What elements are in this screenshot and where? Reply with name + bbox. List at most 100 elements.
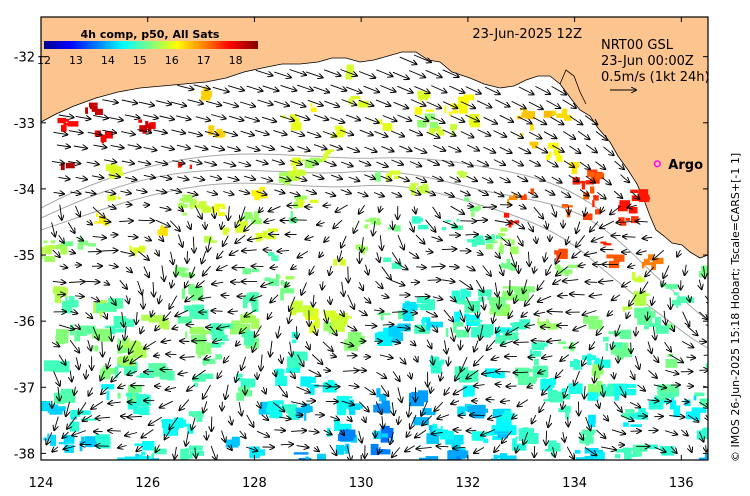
sst-pixel [671, 396, 674, 409]
x-tick-label: 126 [135, 476, 160, 491]
sst-pixel [709, 427, 713, 434]
current-arrow [482, 207, 496, 208]
sst-pixel [624, 448, 632, 460]
current-arrow [223, 162, 236, 165]
sst-pixel [655, 325, 669, 334]
current-arrow [102, 250, 117, 251]
sst-pixel [512, 286, 523, 289]
current-arrow [245, 447, 257, 451]
current-arrow [444, 192, 454, 196]
sst-pixel [585, 434, 592, 439]
current-arrow [309, 265, 315, 275]
sst-pixel [82, 327, 94, 334]
sst-pixel [440, 359, 445, 363]
sst-pixel [473, 239, 485, 246]
current-arrow [431, 324, 437, 332]
current-arrow [616, 222, 632, 223]
current-arrow [410, 99, 426, 106]
sst-pixel [493, 240, 498, 244]
sst-pixel [474, 235, 484, 241]
current-arrow [104, 282, 110, 285]
current-arrow [330, 117, 344, 123]
sst-pixel [639, 194, 650, 203]
sst-pixel [532, 350, 542, 357]
current-arrow [427, 280, 441, 281]
current-arrow [669, 416, 684, 418]
current-arrow [68, 251, 75, 253]
sst-pixel [191, 334, 206, 343]
sst-pixel [644, 258, 650, 264]
current-arrow [251, 294, 263, 299]
current-arrow [551, 86, 566, 94]
current-arrow [595, 161, 605, 170]
sst-pixel [393, 225, 397, 228]
current-arrow [295, 177, 306, 181]
current-arrow [171, 279, 173, 288]
current-arrow [483, 146, 495, 153]
sst-pixel [500, 227, 508, 232]
current-arrow [252, 266, 264, 267]
argo-marker[interactable] [653, 160, 661, 168]
current-arrow [511, 159, 523, 166]
sst-pixel [456, 218, 460, 222]
current-arrow [285, 283, 289, 287]
sst-pixel [482, 431, 494, 436]
current-arrow [499, 146, 512, 153]
sst-pixel [494, 297, 506, 308]
sst-pixel [370, 221, 382, 225]
current-arrow [414, 325, 424, 331]
current-arrow [416, 447, 432, 448]
sst-pixel [129, 461, 143, 470]
current-arrow [493, 159, 505, 166]
current-arrow [459, 279, 472, 289]
sst-pixel [596, 392, 599, 401]
current-arrow [180, 341, 190, 342]
sst-pixel [464, 197, 470, 202]
sst-pixel [587, 171, 595, 176]
sst-pixel [627, 454, 638, 458]
current-arrow [144, 340, 157, 349]
current-arrow [306, 131, 320, 137]
current-arrow [341, 401, 354, 405]
sst-pixel [138, 245, 146, 253]
current-arrow [272, 401, 285, 411]
current-arrow [569, 115, 583, 124]
current-arrow [518, 86, 534, 95]
current-arrow [347, 294, 355, 309]
current-arrow [238, 162, 250, 166]
current-arrow [527, 191, 538, 197]
sst-pixel [508, 196, 518, 200]
current-arrow [56, 145, 70, 147]
current-arrow [68, 162, 80, 164]
current-arrow [495, 99, 509, 107]
sst-pixel [495, 234, 502, 239]
current-arrow [73, 146, 87, 148]
sst-pixel [322, 382, 337, 393]
current-arrow [665, 370, 678, 374]
current-arrow [474, 447, 485, 453]
sst-pixel [641, 293, 651, 296]
sst-pixel [468, 320, 483, 323]
current-arrow [509, 310, 513, 319]
current-arrow [629, 294, 637, 306]
sst-pixel [492, 411, 503, 419]
current-arrow [170, 101, 186, 106]
sst-pixel [57, 329, 64, 333]
current-arrow [324, 160, 336, 165]
current-arrow [211, 311, 223, 312]
current-arrow [474, 340, 478, 352]
sst-pixel [382, 405, 391, 414]
current-arrow [375, 401, 381, 415]
sst-pixel [141, 314, 155, 321]
current-arrow [143, 294, 144, 309]
sst-pixel [181, 288, 185, 300]
current-arrow [460, 131, 474, 138]
current-arrow [127, 145, 141, 148]
sst-pixel [550, 378, 555, 388]
current-arrow [579, 161, 590, 169]
current-arrow [235, 234, 246, 243]
current-arrow [414, 85, 430, 93]
sst-pixel [336, 444, 345, 455]
current-arrow [594, 371, 595, 383]
sst-pixel [307, 384, 319, 388]
